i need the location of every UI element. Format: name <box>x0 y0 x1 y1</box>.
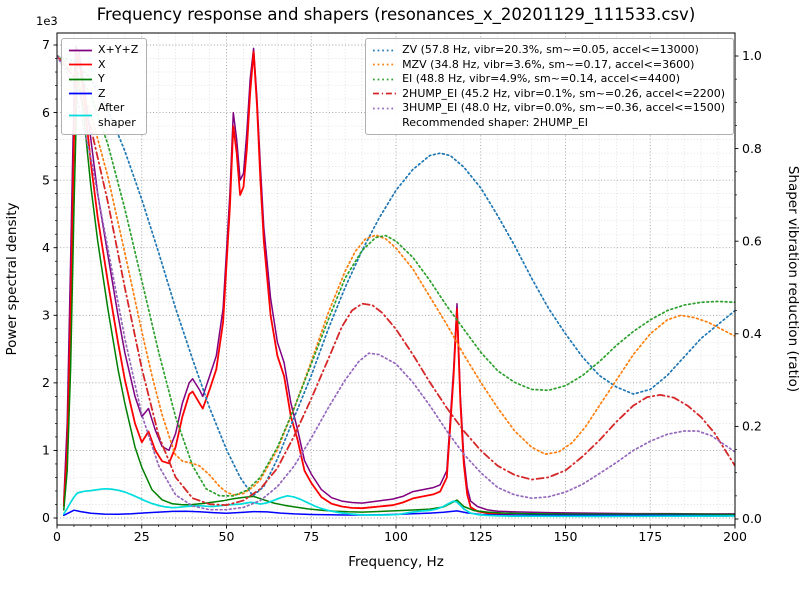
y-right-tick-label: 0.4 <box>742 326 762 341</box>
legend-label: Z <box>98 86 106 100</box>
legend-note-row: Recommended shaper: 2HUMP_EI <box>372 116 725 131</box>
legend-label: MZV (34.8 Hz, vibr=3.6%, sm~=0.17, accel… <box>402 57 695 71</box>
y-left-tick-label: 5 <box>42 172 50 187</box>
legend-entry-mzv: MZV (34.8 Hz, vibr=3.6%, sm~=0.17, accel… <box>372 58 725 73</box>
legend-label: ZV (57.8 Hz, vibr=20.3%, sm~=0.05, accel… <box>402 43 699 56</box>
x-tick-label: 75 <box>303 529 319 544</box>
y-right-tick-label: 0.6 <box>742 233 762 248</box>
x-tick-label: 50 <box>219 529 235 544</box>
legend-line-sample <box>373 78 397 81</box>
y-right-tick-label: 1.0 <box>742 48 762 63</box>
legend-label: 3HUMP_EI (48.0 Hz, vibr=0.0%, sm~=0.36, … <box>402 101 725 114</box>
chart-title: Frequency response and shapers (resonanc… <box>97 5 696 25</box>
legend-label: EI (48.8 Hz, vibr=4.9%, sm~=0.14, accel<… <box>402 72 681 85</box>
series-x <box>62 50 735 517</box>
legend-label: X+Y+Z <box>98 43 139 56</box>
recommended-shaper-note: Recommended shaper: 2HUMP_EI <box>402 115 589 129</box>
series-2hump_ei <box>57 55 735 507</box>
series-zv <box>57 55 735 497</box>
x-tick-label: 200 <box>723 529 747 544</box>
legend-line-sample <box>373 49 397 52</box>
series-x-y-z <box>63 45 735 515</box>
legend-entry-zv: ZV (57.8 Hz, vibr=20.3%, sm~=0.05, accel… <box>372 43 725 58</box>
legend-line-sample <box>69 114 92 117</box>
y-right-tick-label: 0.8 <box>742 141 762 156</box>
legend-psd: X+Y+Z X Y Z After shaper <box>61 38 148 135</box>
y-left-tick-label: 4 <box>42 240 50 255</box>
legend-entry-y: Y <box>68 72 138 87</box>
y-right-tick-label: 0.0 <box>742 511 762 526</box>
legend-line-sample <box>373 107 397 110</box>
y-left-axis-label: Power spectral density <box>4 202 20 355</box>
series-lines <box>57 45 735 518</box>
x-tick-label: 125 <box>469 529 493 544</box>
legend-entry-x: X <box>68 58 138 73</box>
legend-line-sample <box>69 78 92 81</box>
legend-shapers: ZV (57.8 Hz, vibr=20.3%, sm~=0.05, accel… <box>365 38 734 135</box>
series-3hump_ei <box>57 55 735 511</box>
series-ei <box>57 55 735 497</box>
legend-entry-ei: EI (48.8 Hz, vibr=4.9%, sm~=0.14, accel<… <box>372 72 725 87</box>
y-left-tick-label: 6 <box>42 105 50 120</box>
y-right-axis-label: Shaper vibration reduction (ratio) <box>785 166 800 392</box>
legend-entry-3hump_ei: 3HUMP_EI (48.0 Hz, vibr=0.0%, sm~=0.36, … <box>372 101 725 116</box>
x-tick-label: 175 <box>638 529 662 544</box>
legend-label: 2HUMP_EI (45.2 Hz, vibr=0.1%, sm~=0.26, … <box>402 86 725 100</box>
y-left-tick-label: 1 <box>42 443 50 458</box>
y-left-tick-label: 0 <box>42 510 50 525</box>
legend-label: After shaper <box>98 101 136 129</box>
x-tick-label: 150 <box>554 529 578 544</box>
legend-label: X <box>98 57 106 71</box>
y-left-tick-label: 2 <box>42 375 50 390</box>
legend-entry-after-shaper: After shaper <box>68 101 138 130</box>
y-left-tick-label: 7 <box>42 37 50 52</box>
legend-entry-x-y-z: X+Y+Z <box>68 43 138 58</box>
legend-line-sample <box>69 92 92 95</box>
legend-entry-z: Z <box>68 87 138 102</box>
x-axis-label: Frequency, Hz <box>348 554 444 570</box>
x-tick-label: 100 <box>384 529 408 544</box>
y-left-offset-label: 1e3 <box>36 14 58 28</box>
x-tick-label: 25 <box>134 529 150 544</box>
legend-line-sample <box>69 63 92 66</box>
legend-line-sample <box>373 92 397 95</box>
x-tick-label: 0 <box>53 529 61 544</box>
legend-label: Y <box>98 72 105 85</box>
grid <box>56 33 736 525</box>
legend-entry-2hump_ei: 2HUMP_EI (45.2 Hz, vibr=0.1%, sm~=0.26, … <box>372 87 725 102</box>
series-mzv <box>57 55 735 496</box>
series-after-shaper <box>62 487 735 518</box>
y-right-tick-label: 0.2 <box>742 419 762 434</box>
axes-ticks: 0 25 50 75 100 125 150 175 200 0 1 2 3 4 5 6 7 0.0 0.2 0.4 0… <box>42 37 762 544</box>
y-left-tick-label: 3 <box>42 307 50 322</box>
legend-line-sample <box>69 49 92 52</box>
legend-line-sample <box>373 63 397 66</box>
